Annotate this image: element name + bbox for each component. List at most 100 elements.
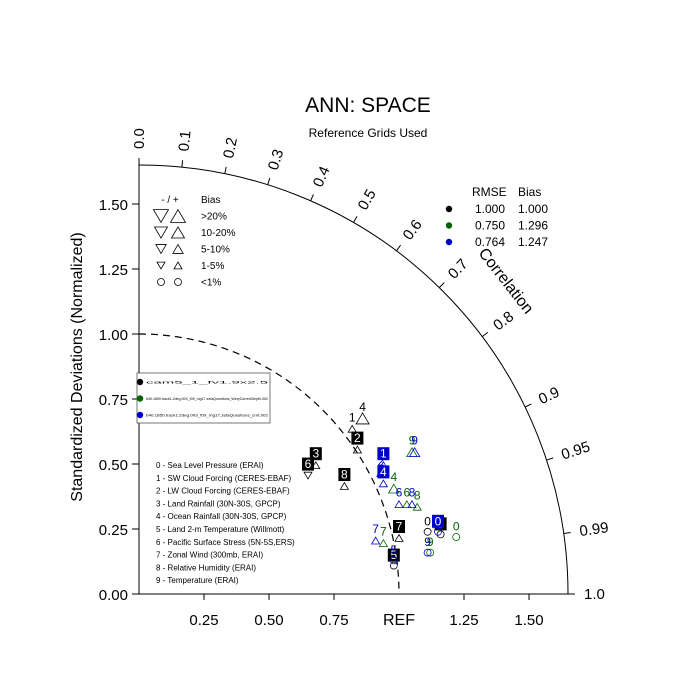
data-point-label: 4 bbox=[390, 470, 397, 484]
y-tick-label: 1.25 bbox=[99, 262, 128, 279]
data-point-marker bbox=[394, 500, 404, 509]
data-point: 0 bbox=[452, 520, 461, 541]
variable-label: 5 - Land 2-m Temperature (Willmott) bbox=[156, 525, 285, 534]
data-point-marker bbox=[407, 500, 417, 509]
case-table-marker bbox=[445, 222, 453, 229]
bias-legend-marker-pos bbox=[173, 261, 183, 270]
correlation-tick bbox=[546, 457, 554, 461]
correlation-label: Correlation bbox=[475, 245, 537, 317]
correlation-tick-label: 0.1 bbox=[176, 130, 195, 152]
bias-legend: - / + Bias >20% 10-20% 5-10% 1-5% <1% bbox=[152, 195, 236, 289]
correlation-tick-label: 0.5 bbox=[355, 187, 380, 214]
data-point-label: 7 bbox=[396, 520, 403, 534]
data-point: 4 bbox=[377, 465, 390, 488]
data-point: 5 bbox=[389, 543, 398, 565]
data-point: 1 bbox=[347, 410, 357, 433]
case-table-marker bbox=[445, 205, 453, 213]
data-point-marker bbox=[426, 548, 435, 557]
data-point-label: 9 bbox=[424, 535, 431, 549]
data-point-marker bbox=[389, 556, 398, 565]
correlation-tick bbox=[310, 194, 314, 202]
data-point-label: 6 bbox=[396, 486, 403, 500]
data-point-marker bbox=[387, 483, 400, 494]
x-tick-label: 0.25 bbox=[189, 612, 218, 629]
bias-legend-marker-pos bbox=[172, 243, 184, 254]
bias-legend-sign: - / + bbox=[161, 195, 179, 206]
ref-label: REF bbox=[383, 612, 415, 629]
case-table-bias: 1.247 bbox=[518, 235, 548, 249]
data-point-marker bbox=[423, 548, 432, 557]
data-point-marker bbox=[370, 536, 381, 545]
case-table: RMSE Bias 1.000 1.000 0.750 1.296 0.764 1.247 bbox=[445, 185, 548, 249]
data-point-label: 0 bbox=[435, 514, 442, 528]
data-point-marker bbox=[452, 533, 461, 541]
data-point: 7 bbox=[393, 520, 405, 542]
chart-title: ANN: SPACE bbox=[305, 94, 431, 117]
y-tick-label: 0.50 bbox=[99, 457, 128, 474]
data-point-marker bbox=[355, 412, 370, 425]
correlation-tick bbox=[395, 244, 402, 252]
correlation-arc bbox=[138, 164, 569, 595]
bias-legend-marker-pos bbox=[174, 278, 182, 286]
case-names-box: cam5_1_fv1.9x2.5 b40.1850.track1.2deg.003… bbox=[136, 372, 271, 424]
data-point-marker bbox=[339, 481, 350, 490]
data-point-label: 7 bbox=[380, 525, 387, 539]
case-table-rmse: 1.000 bbox=[475, 202, 505, 216]
case-name-label: b40.1850.track1.2deg.003_f09_mg17.zetaQu… bbox=[146, 413, 269, 418]
data-point: 9 bbox=[423, 535, 432, 557]
data-point-label-box bbox=[351, 431, 364, 445]
bias-legend-label: 1-5% bbox=[201, 261, 224, 272]
data-point-label: 9 bbox=[427, 535, 434, 549]
case-name-marker bbox=[136, 395, 144, 402]
data-point: 9 bbox=[426, 535, 435, 557]
bias-legend-marker-pos bbox=[170, 226, 186, 239]
correlation-tick-label: 0.0 bbox=[131, 128, 148, 149]
data-point-label: 6 bbox=[305, 457, 312, 471]
bias-legend-label: 5-10% bbox=[201, 245, 230, 256]
data-point-marker bbox=[408, 446, 421, 458]
data-point-label-box bbox=[377, 465, 390, 479]
variable-label: 9 - Temperature (ERAI) bbox=[156, 576, 239, 585]
data-point-label: 8 bbox=[409, 486, 416, 500]
case-table-bias-header: Bias bbox=[518, 185, 541, 199]
data-point-marker bbox=[352, 445, 363, 454]
correlation-tick-label: 1.0 bbox=[584, 586, 605, 603]
data-point-label-box bbox=[338, 468, 351, 481]
y-tick-label: 0.25 bbox=[99, 522, 128, 539]
correlation-tick bbox=[224, 166, 227, 174]
correlation-tick-label: 0.4 bbox=[310, 164, 334, 190]
data-point-label: 4 bbox=[380, 465, 387, 479]
data-points: 012345678904678991245678990 bbox=[302, 400, 461, 570]
data-point-label: 2 bbox=[354, 431, 361, 445]
data-point-label: 4 bbox=[359, 400, 366, 414]
y-tick-label: 1.50 bbox=[99, 197, 128, 214]
case-table-bias: 1.000 bbox=[518, 202, 548, 216]
data-point: 8 bbox=[338, 468, 351, 490]
correlation-tick bbox=[267, 177, 271, 185]
data-point-label: 5 bbox=[390, 548, 397, 562]
bias-legend-marker-neg bbox=[155, 244, 167, 255]
y-tick-label: 0.75 bbox=[99, 392, 128, 409]
variable-label: 2 - LW Cloud Forcing (CERES-EBAF) bbox=[156, 487, 290, 496]
data-point: 2 bbox=[351, 431, 364, 454]
data-point-label-box bbox=[432, 514, 444, 528]
data-point-label-box bbox=[377, 447, 390, 461]
y-tick-label: 0.00 bbox=[99, 587, 128, 604]
case-name-marker bbox=[136, 411, 144, 419]
y-axis-label: Standardized Deviations (Normalized) bbox=[69, 232, 86, 501]
variable-list: 0 - Sea Level Pressure (ERAI) 1 - SW Clou… bbox=[156, 461, 295, 585]
bias-legend-header: Bias bbox=[201, 195, 220, 206]
variable-label: 8 - Relative Humidity (ERAI) bbox=[156, 563, 256, 572]
data-point: 0 bbox=[423, 514, 432, 536]
correlation-tick bbox=[481, 331, 489, 338]
correlation-tick bbox=[524, 403, 532, 408]
correlation-tick bbox=[438, 282, 445, 288]
data-point-marker bbox=[434, 527, 442, 536]
data-point-label: 0 bbox=[453, 520, 460, 534]
bias-legend-marker-neg bbox=[152, 209, 170, 224]
data-point-marker bbox=[378, 539, 389, 547]
variable-label: 0 - Sea Level Pressure (ERAI) bbox=[156, 461, 264, 470]
case-table-bias: 1.296 bbox=[518, 219, 548, 233]
variable-label: 7 - Zonal Wind (300mb, ERAI) bbox=[156, 551, 263, 560]
